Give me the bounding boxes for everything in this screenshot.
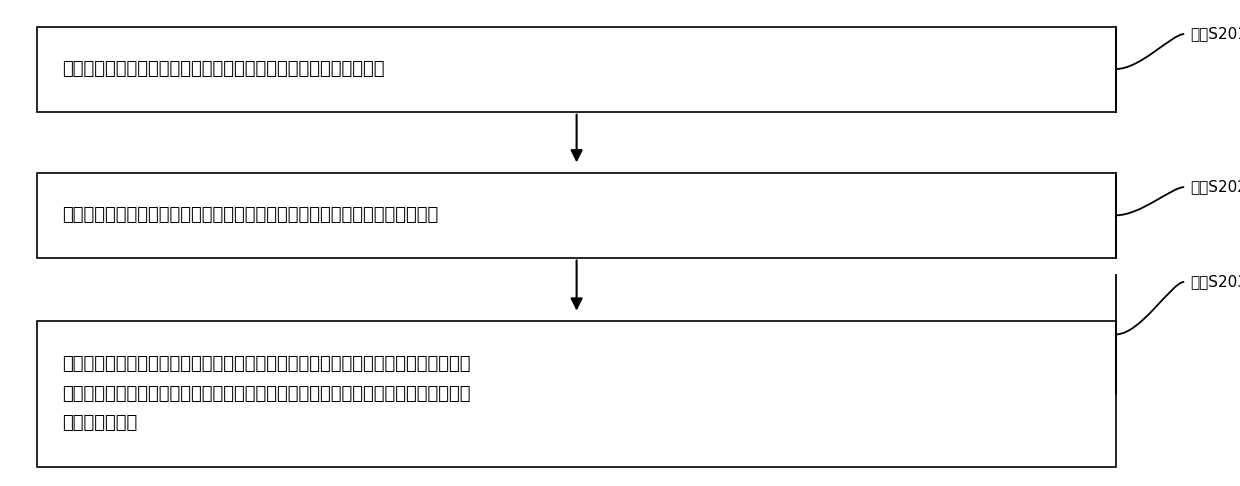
Text: 控制模块控制图像采集模块采集各个波段下所述平面玻璃上被测目标的指纹图像: 控制模块控制图像采集模块采集各个波段下所述平面玻璃上被测目标的指纹图像 <box>62 206 438 224</box>
Text: 步骤S203: 步骤S203 <box>1190 275 1240 289</box>
Text: 步骤S201: 步骤S201 <box>1190 27 1240 41</box>
FancyBboxPatch shape <box>37 321 1116 467</box>
FancyBboxPatch shape <box>37 27 1116 112</box>
Text: 控制模块根据所述指纹图像进行指纹识别，并将所述指纹图像合成多光谱图像进行分析
，获得被测目标指纹的光谱函数，根据所述被测目标指纹的光谱函数判断被测目标指纹
是否: 控制模块根据所述指纹图像进行指纹识别，并将所述指纹图像合成多光谱图像进行分析 ，… <box>62 355 470 432</box>
Text: 控制模块按照预设时序依次选择各个波段的光照射至所述平面玻璃上: 控制模块按照预设时序依次选择各个波段的光照射至所述平面玻璃上 <box>62 60 384 78</box>
Text: 步骤S202: 步骤S202 <box>1190 180 1240 194</box>
FancyBboxPatch shape <box>37 173 1116 258</box>
